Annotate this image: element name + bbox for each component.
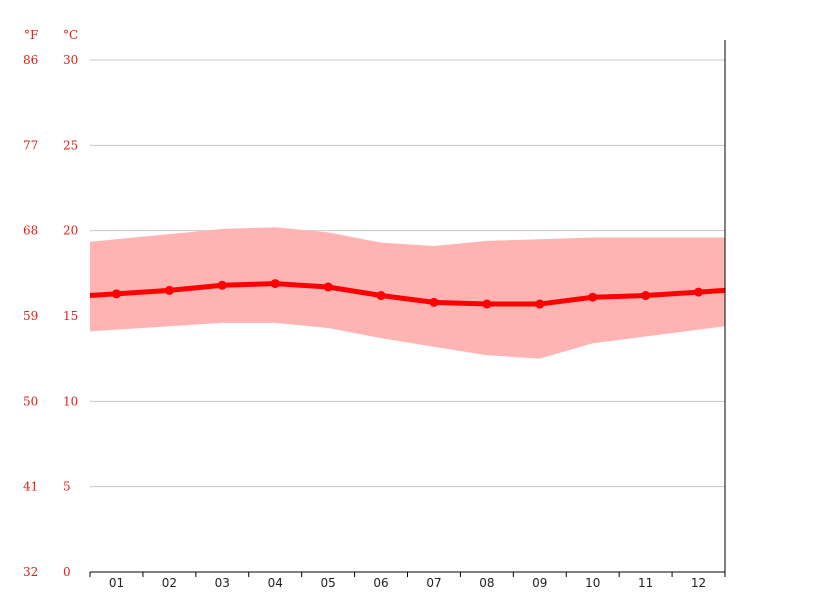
mean-point [323, 282, 333, 292]
y-tick-fahrenheit: 50 [23, 394, 38, 408]
x-tick-label: 02 [162, 576, 177, 590]
y-tick-fahrenheit: 77 [23, 138, 38, 152]
y-tick-celsius: 10 [63, 394, 78, 408]
y-tick-celsius: 0 [63, 565, 71, 579]
x-tick-label: 10 [585, 576, 600, 590]
x-tick-label: 11 [638, 576, 653, 590]
mean-point [111, 289, 121, 299]
mean-temperature-line [89, 279, 726, 309]
mean-point [217, 280, 227, 290]
x-tick-label: 03 [215, 576, 230, 590]
mean-point [164, 285, 174, 295]
y-tick-celsius: 5 [63, 480, 71, 494]
mean-point [535, 299, 545, 309]
y-tick-fahrenheit: 68 [23, 224, 38, 238]
mean-point [429, 297, 439, 307]
y-tick-celsius: 25 [63, 138, 78, 152]
y-tick-celsius: 20 [63, 224, 78, 238]
mean-point [694, 287, 704, 297]
x-tick-label: 12 [691, 576, 706, 590]
y-tick-fahrenheit: 59 [23, 309, 38, 323]
y-tick-fahrenheit: 86 [23, 53, 38, 67]
range-band-area [90, 227, 725, 359]
x-tick-label: 08 [479, 576, 494, 590]
x-tick-label: 07 [426, 576, 441, 590]
y-axis-ticks: 32 0 41 5 50 10 59 15 68 20 77 25 86 30 [23, 53, 78, 579]
mean-point [482, 299, 492, 309]
x-tick-label: 01 [109, 576, 124, 590]
x-tick-label: 09 [532, 576, 547, 590]
mean-line-path [89, 281, 726, 307]
mean-point [270, 279, 280, 289]
x-tick-label: 05 [320, 576, 335, 590]
x-axis-ticks: 01 02 03 04 05 06 07 08 09 10 11 12 [89, 572, 726, 590]
y-tick-fahrenheit: 32 [23, 565, 38, 579]
y-tick-celsius: 15 [63, 309, 78, 323]
y-tick-fahrenheit: 41 [23, 480, 38, 494]
celsius-unit-label: °C [63, 28, 78, 42]
x-tick-label: 06 [373, 576, 388, 590]
y-tick-celsius: 30 [63, 53, 78, 67]
mean-point [376, 291, 386, 301]
temperature-range-band [90, 227, 725, 359]
x-tick-label: 04 [268, 576, 283, 590]
mean-point [588, 292, 598, 302]
mean-point [641, 291, 651, 301]
fahrenheit-unit-label: °F [24, 28, 38, 42]
